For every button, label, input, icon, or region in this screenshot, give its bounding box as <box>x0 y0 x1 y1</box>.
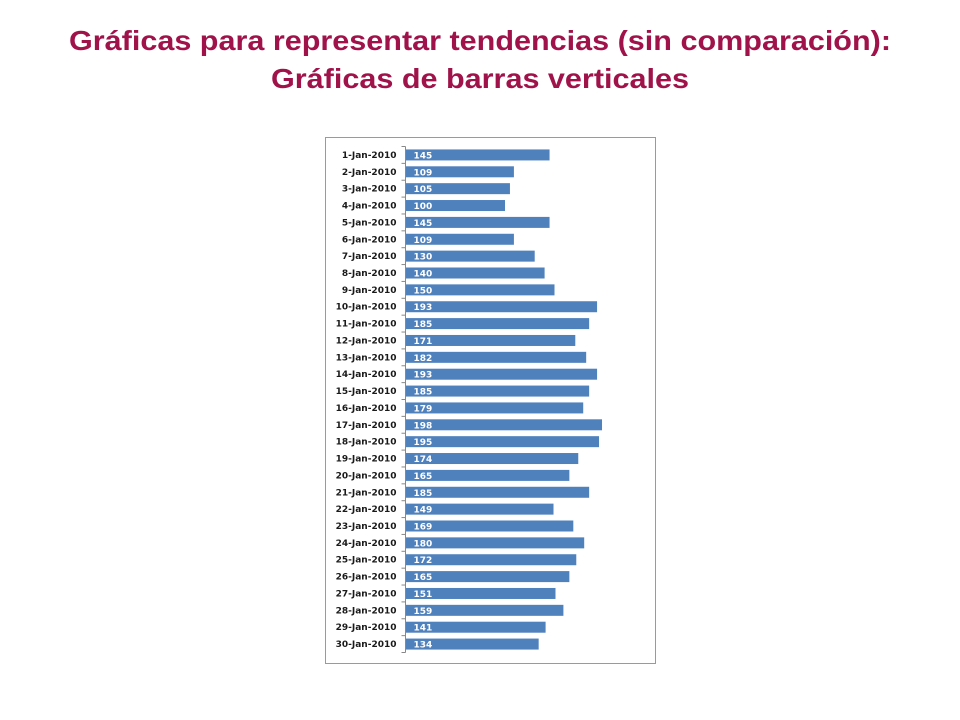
bar <box>406 638 539 650</box>
y-tick-label: 17-Jan-2010 <box>336 421 397 431</box>
bar <box>406 587 556 599</box>
bar <box>406 216 550 228</box>
bar <box>406 284 555 296</box>
bar <box>406 183 510 195</box>
data-label: 179 <box>414 404 433 414</box>
data-label: 193 <box>414 371 433 381</box>
y-tick-label: 19-Jan-2010 <box>336 455 397 465</box>
bar <box>406 486 590 498</box>
bar <box>406 334 576 346</box>
y-tick-label: 9-Jan-2010 <box>342 286 397 296</box>
y-tick-label: 10-Jan-2010 <box>336 303 397 313</box>
data-label: 198 <box>414 421 433 431</box>
data-label: 182 <box>414 354 433 364</box>
y-tick-label: 20-Jan-2010 <box>336 471 397 481</box>
data-label: 185 <box>414 320 433 330</box>
y-tick-label: 28-Jan-2010 <box>336 606 397 616</box>
y-tick-label: 7-Jan-2010 <box>342 252 397 262</box>
data-label: 193 <box>414 303 433 313</box>
y-tick-label: 11-Jan-2010 <box>336 320 397 330</box>
data-label: 105 <box>414 185 433 195</box>
bar <box>406 554 577 566</box>
chart-frame <box>325 137 656 664</box>
bar <box>406 149 550 161</box>
data-label: 134 <box>414 641 433 651</box>
data-label: 150 <box>414 286 433 296</box>
bar <box>406 503 554 515</box>
bar <box>406 200 505 212</box>
bar <box>406 436 600 448</box>
bar <box>406 166 514 178</box>
data-label: 185 <box>414 388 433 398</box>
data-label: 174 <box>414 455 433 465</box>
data-label: 165 <box>414 472 433 482</box>
y-tick-label: 14-Jan-2010 <box>336 370 397 380</box>
y-tick-label: 15-Jan-2010 <box>336 387 397 397</box>
data-label: 185 <box>414 489 433 499</box>
y-tick-label: 24-Jan-2010 <box>336 539 397 549</box>
data-label: 151 <box>414 590 433 600</box>
bar <box>406 351 587 363</box>
bar <box>406 301 598 313</box>
data-label: 169 <box>414 523 433 533</box>
y-tick-label: 6-Jan-2010 <box>342 235 397 245</box>
bar <box>406 571 570 583</box>
y-tick-label: 21-Jan-2010 <box>336 488 397 498</box>
bar <box>406 402 584 414</box>
y-tick-label: 27-Jan-2010 <box>336 589 397 599</box>
bar <box>406 419 603 431</box>
data-label: 109 <box>414 236 433 246</box>
y-tick-label: 5-Jan-2010 <box>342 218 397 228</box>
y-tick-label: 29-Jan-2010 <box>336 623 397 633</box>
y-tick-label: 8-Jan-2010 <box>342 269 397 279</box>
data-label: 180 <box>414 539 433 549</box>
y-tick-label: 30-Jan-2010 <box>336 640 397 650</box>
data-label: 100 <box>414 202 433 212</box>
data-label: 149 <box>414 506 433 516</box>
data-label: 172 <box>414 556 433 566</box>
bar <box>406 267 545 279</box>
y-tick-label: 3-Jan-2010 <box>342 185 397 195</box>
bar <box>406 621 546 633</box>
y-tick-label: 22-Jan-2010 <box>336 505 397 515</box>
y-tick-label: 12-Jan-2010 <box>336 336 397 346</box>
y-tick-label: 16-Jan-2010 <box>336 404 397 414</box>
y-tick-label: 2-Jan-2010 <box>342 168 397 178</box>
data-label: 140 <box>414 270 433 280</box>
bar <box>406 318 590 330</box>
data-label: 109 <box>414 168 433 178</box>
bar <box>406 233 514 245</box>
data-label: 171 <box>414 337 433 347</box>
data-label: 165 <box>414 573 433 583</box>
bar <box>406 453 579 465</box>
y-tick-label: 13-Jan-2010 <box>336 353 397 363</box>
chart-subtitle: Gráficas de barras verticales <box>271 63 689 94</box>
bar <box>406 368 598 380</box>
data-label: 195 <box>414 438 433 448</box>
data-label: 130 <box>414 253 433 263</box>
bar <box>406 250 535 262</box>
y-tick-label: 1-Jan-2010 <box>342 151 397 161</box>
y-tick-label: 25-Jan-2010 <box>336 556 397 566</box>
bar <box>406 537 585 549</box>
y-tick-label: 26-Jan-2010 <box>336 573 397 583</box>
y-tick-label: 18-Jan-2010 <box>336 438 397 448</box>
bar <box>406 385 590 397</box>
bar <box>406 520 574 532</box>
y-tick-label: 4-Jan-2010 <box>342 202 397 212</box>
data-label: 141 <box>414 624 433 634</box>
chart-title: Gráficas para representar tendencias (si… <box>69 25 891 56</box>
bar <box>406 604 564 616</box>
data-label: 145 <box>414 151 433 161</box>
bar <box>406 469 570 481</box>
data-label: 145 <box>414 219 433 229</box>
data-label: 159 <box>414 607 433 617</box>
y-tick-label: 23-Jan-2010 <box>336 522 397 532</box>
